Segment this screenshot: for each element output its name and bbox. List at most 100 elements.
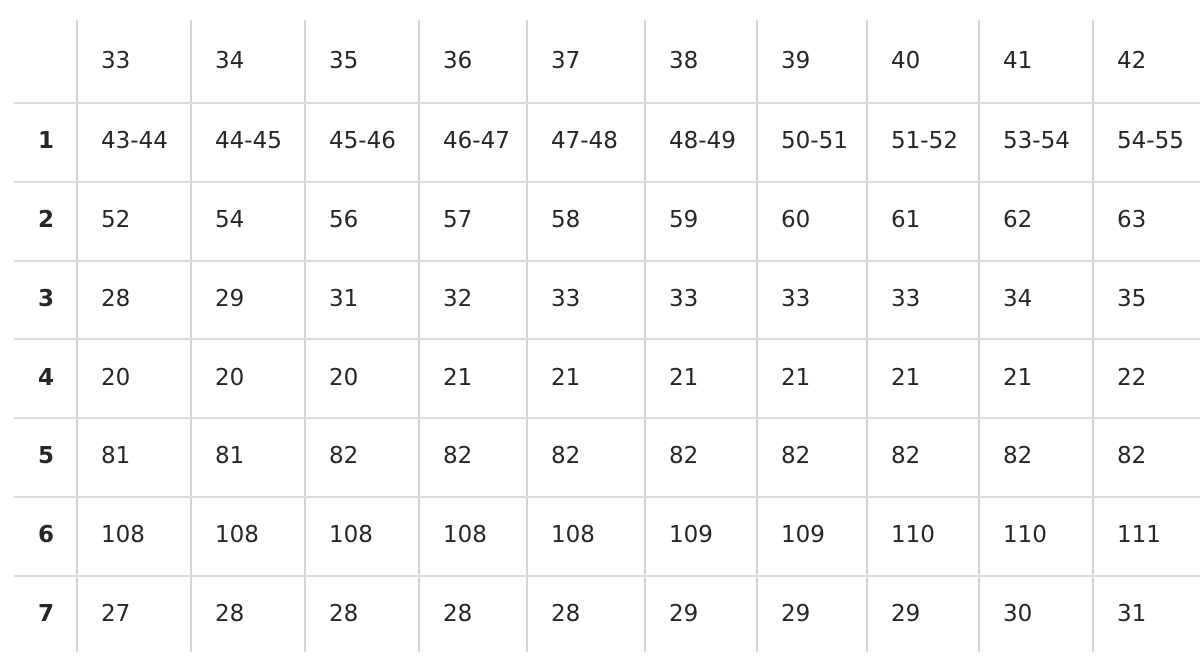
row-label: 2 (38, 207, 55, 233)
row-label: 3 (38, 286, 55, 312)
header-cell: 33 (101, 48, 131, 74)
table-cell: 45-46 (329, 128, 396, 154)
table-cell: 21 (781, 365, 811, 391)
header-cell: 39 (781, 48, 811, 74)
table-cell: 47-48 (551, 128, 618, 154)
table-cell: 56 (329, 207, 359, 233)
row-divider (14, 417, 1200, 419)
table-cell: 34 (1003, 286, 1033, 312)
column-divider (76, 20, 78, 652)
table-cell: 111 (1117, 522, 1161, 548)
row-label: 1 (38, 128, 55, 154)
column-divider (756, 20, 758, 652)
table-cell: 28 (551, 601, 581, 627)
table-cell: 21 (891, 365, 921, 391)
table-cell: 22 (1117, 365, 1147, 391)
table-cell: 29 (891, 601, 921, 627)
table-cell: 110 (891, 522, 935, 548)
table-cell: 110 (1003, 522, 1047, 548)
table-cell: 81 (215, 443, 245, 469)
table-cell: 57 (443, 207, 473, 233)
table-cell: 28 (215, 601, 245, 627)
table-cell: 81 (101, 443, 131, 469)
table-cell: 44-45 (215, 128, 282, 154)
table-cell: 29 (215, 286, 245, 312)
table-cell: 31 (329, 286, 359, 312)
row-divider (14, 260, 1200, 262)
column-divider (1092, 20, 1094, 652)
table-cell: 21 (551, 365, 581, 391)
table-cell: 21 (443, 365, 473, 391)
table-cell: 58 (551, 207, 581, 233)
table-cell: 28 (329, 601, 359, 627)
row-label: 5 (38, 443, 55, 469)
header-cell: 34 (215, 48, 245, 74)
table-cell: 109 (669, 522, 713, 548)
table-cell: 82 (329, 443, 359, 469)
table-cell: 50-51 (781, 128, 848, 154)
table-cell: 31 (1117, 601, 1147, 627)
table-cell: 46-47 (443, 128, 510, 154)
table-cell: 82 (669, 443, 699, 469)
table-cell: 21 (1003, 365, 1033, 391)
table-cell: 29 (781, 601, 811, 627)
column-divider (190, 20, 192, 652)
column-divider (644, 20, 646, 652)
row-divider (14, 575, 1200, 577)
row-label: 6 (38, 522, 55, 548)
table-cell: 35 (1117, 286, 1147, 312)
table-cell: 108 (551, 522, 595, 548)
table-cell: 82 (551, 443, 581, 469)
table-cell: 32 (443, 286, 473, 312)
column-divider (418, 20, 420, 652)
header-cell: 38 (669, 48, 699, 74)
table-cell: 82 (781, 443, 811, 469)
table-cell: 29 (669, 601, 699, 627)
table-cell: 33 (669, 286, 699, 312)
table-cell: 53-54 (1003, 128, 1070, 154)
table-cell: 82 (1117, 443, 1147, 469)
table-cell: 108 (101, 522, 145, 548)
table-cell: 54-55 (1117, 128, 1184, 154)
column-divider (866, 20, 868, 652)
header-cell: 37 (551, 48, 581, 74)
table-cell: 82 (891, 443, 921, 469)
row-divider (14, 338, 1200, 340)
table-cell: 48-49 (669, 128, 736, 154)
header-cell: 35 (329, 48, 359, 74)
table-cell: 54 (215, 207, 245, 233)
table-cell: 51-52 (891, 128, 958, 154)
table-cell: 52 (101, 207, 131, 233)
column-divider (304, 20, 306, 652)
table-cell: 82 (443, 443, 473, 469)
table-cell: 30 (1003, 601, 1033, 627)
table-cell: 59 (669, 207, 699, 233)
row-divider (14, 181, 1200, 183)
table-cell: 33 (891, 286, 921, 312)
table-cell: 28 (101, 286, 131, 312)
table-cell: 21 (669, 365, 699, 391)
table-cell: 63 (1117, 207, 1147, 233)
row-divider (14, 496, 1200, 498)
column-divider (526, 20, 528, 652)
row-divider (14, 102, 1200, 104)
table-cell: 27 (101, 601, 131, 627)
column-divider (978, 20, 980, 652)
row-label: 7 (38, 601, 55, 627)
row-label: 4 (38, 365, 55, 391)
table-cell: 28 (443, 601, 473, 627)
header-cell: 40 (891, 48, 921, 74)
table-cell: 33 (781, 286, 811, 312)
table-cell: 82 (1003, 443, 1033, 469)
table-cell: 108 (329, 522, 373, 548)
table-cell: 61 (891, 207, 921, 233)
header-cell: 36 (443, 48, 473, 74)
table-cell: 33 (551, 286, 581, 312)
table-cell: 20 (329, 365, 359, 391)
table-cell: 20 (215, 365, 245, 391)
table-cell: 60 (781, 207, 811, 233)
table-cell: 108 (443, 522, 487, 548)
table-cell: 20 (101, 365, 131, 391)
header-cell: 41 (1003, 48, 1033, 74)
table-cell: 62 (1003, 207, 1033, 233)
